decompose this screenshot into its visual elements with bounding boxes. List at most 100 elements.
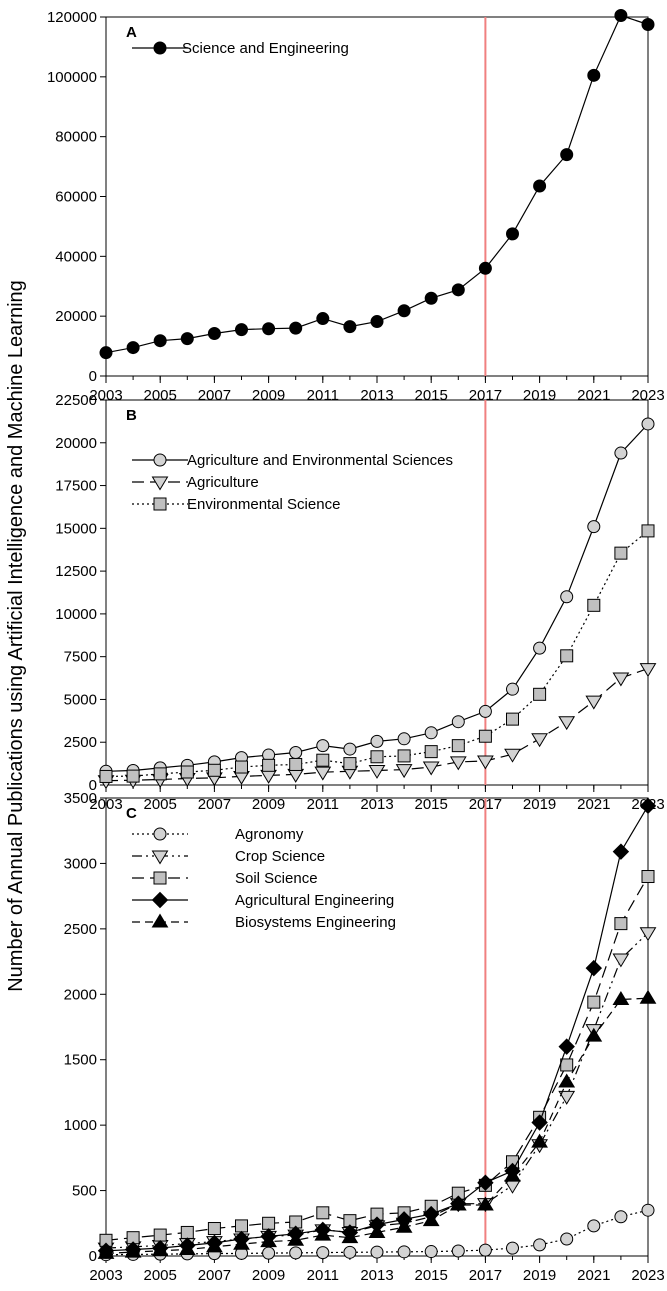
data-point	[99, 346, 113, 360]
x-tick-label: 2007	[198, 1267, 231, 1284]
data-point	[614, 9, 628, 23]
x-tick-label: 2015	[415, 387, 448, 404]
legend-label: Agricultural Engineering	[235, 892, 394, 909]
y-tick-label: 120000	[47, 9, 97, 26]
data-point	[451, 1244, 465, 1258]
data-point	[612, 991, 630, 1006]
data-point	[262, 1216, 276, 1230]
data-point	[478, 261, 492, 275]
data-point	[504, 1167, 521, 1182]
data-point	[289, 745, 303, 759]
data-point	[558, 716, 576, 731]
y-tick-label: 12500	[55, 563, 97, 580]
data-point	[614, 446, 628, 460]
series-agriculture-and-environmental-sciences	[99, 417, 655, 778]
data-point	[560, 148, 574, 162]
data-point	[587, 1219, 601, 1233]
y-tick-label: 0	[89, 368, 97, 385]
data-point	[289, 757, 303, 771]
data-point	[126, 341, 140, 355]
data-point	[531, 1133, 548, 1148]
data-point	[314, 1226, 332, 1241]
data-point	[180, 1225, 194, 1239]
data-point	[585, 959, 603, 977]
panel-label: C	[126, 805, 137, 822]
data-point	[370, 1245, 384, 1259]
data-point	[422, 761, 440, 776]
data-point	[533, 179, 547, 193]
series-agricultural-engineering	[97, 797, 657, 1259]
data-point	[560, 1058, 574, 1072]
x-tick-label: 2019	[523, 1267, 556, 1284]
data-point	[180, 332, 194, 346]
data-point	[370, 734, 384, 748]
data-point	[343, 1245, 357, 1259]
data-point	[124, 1243, 142, 1258]
data-point	[533, 641, 547, 655]
data-point	[587, 995, 601, 1009]
data-point	[316, 312, 330, 326]
y-tick-label: 2000	[64, 986, 97, 1003]
data-point	[289, 1246, 303, 1260]
series-line	[105, 805, 649, 1252]
data-point	[260, 769, 277, 784]
y-tick-label: 100000	[47, 69, 97, 86]
data-point	[97, 1244, 115, 1259]
x-tick-label: 2013	[360, 387, 393, 404]
data-point	[506, 1241, 519, 1255]
legend-marker	[151, 850, 169, 865]
y-tick-label: 40000	[55, 248, 97, 265]
plot-frame	[105, 797, 649, 1257]
data-point	[560, 649, 574, 663]
data-point	[478, 704, 492, 718]
y-tick-label: 2500	[64, 734, 97, 751]
data-point	[612, 843, 630, 860]
legend-label: Agriculture	[187, 474, 259, 491]
data-point	[424, 745, 438, 759]
data-point	[478, 729, 492, 743]
data-point	[478, 1243, 492, 1257]
data-point	[262, 322, 276, 336]
panel-label: B	[126, 407, 137, 424]
data-point	[343, 757, 357, 771]
data-point	[397, 304, 411, 318]
y-tick-label: 20000	[55, 435, 97, 452]
data-point	[368, 764, 386, 779]
series-line	[105, 14, 649, 354]
series-science-and-engineering	[99, 9, 655, 360]
data-point	[587, 598, 601, 612]
data-point	[585, 1027, 603, 1042]
data-point	[506, 712, 519, 726]
x-tick-label: 2013	[360, 796, 393, 813]
data-point	[153, 767, 167, 781]
data-point	[287, 1231, 305, 1246]
data-point	[341, 1229, 359, 1244]
data-point	[451, 283, 465, 297]
data-point	[504, 748, 521, 763]
legend-marker	[153, 453, 167, 467]
y-tick-label: 17500	[55, 478, 97, 495]
x-tick-label: 2021	[577, 796, 610, 813]
data-point	[397, 732, 411, 746]
x-tick-label: 2005	[144, 1267, 177, 1284]
legend-label: Science and Engineering	[182, 40, 349, 57]
data-point	[558, 1090, 576, 1105]
data-point	[316, 1206, 330, 1220]
y-tick-label: 7500	[64, 649, 97, 666]
legend-marker	[153, 871, 167, 885]
data-point	[207, 1222, 221, 1236]
x-tick-label: 2011	[307, 1267, 339, 1284]
legend-label: Agronomy	[235, 826, 304, 843]
panel-B: 0 2500 5000 7500 10000 12500 15000 17500 20000 22…	[55, 392, 664, 813]
x-tick-label: 2013	[360, 1267, 393, 1284]
data-point	[316, 1246, 330, 1260]
data-point	[262, 1246, 276, 1260]
legend-label: Biosystems Engineering	[235, 914, 396, 931]
data-point	[533, 1238, 547, 1252]
data-point	[153, 1228, 167, 1242]
data-point	[316, 739, 330, 753]
panel-label: A	[126, 24, 137, 41]
data-point	[207, 327, 221, 341]
